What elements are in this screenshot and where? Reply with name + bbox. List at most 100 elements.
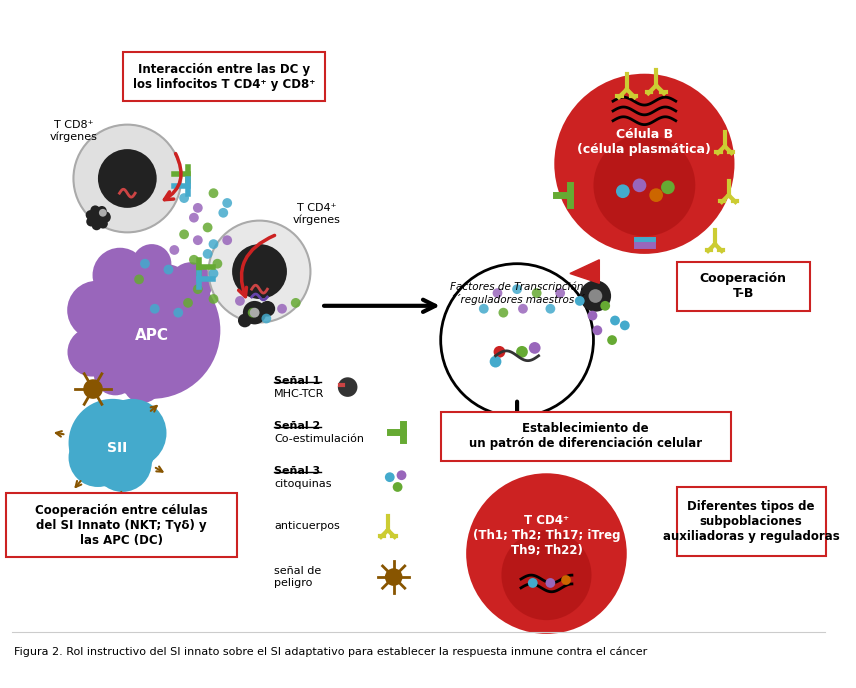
Circle shape [532,288,542,298]
Circle shape [518,304,528,314]
Circle shape [163,265,173,275]
Text: Factores de Transcripción
´´reguladores maestros´´: Factores de Transcripción ´´reguladores … [449,281,585,305]
Circle shape [203,222,212,233]
Circle shape [385,472,395,482]
Circle shape [247,308,258,318]
Circle shape [291,298,300,308]
Text: T CD8⁺
vírgenes: T CD8⁺ vírgenes [50,120,98,142]
Circle shape [562,575,571,585]
Circle shape [223,198,232,208]
Circle shape [134,275,144,284]
Circle shape [232,244,287,299]
Circle shape [193,203,203,213]
Circle shape [98,399,166,467]
Circle shape [209,189,218,198]
Circle shape [179,275,189,284]
Circle shape [238,314,252,327]
Circle shape [212,259,223,268]
Circle shape [610,316,620,325]
Circle shape [593,134,695,236]
Circle shape [179,229,189,239]
Circle shape [123,364,162,403]
Circle shape [98,219,108,228]
Circle shape [441,264,593,416]
Circle shape [68,428,128,487]
Circle shape [173,308,183,318]
Circle shape [467,473,627,634]
Circle shape [633,178,646,192]
Circle shape [183,298,193,308]
FancyBboxPatch shape [441,411,730,460]
Circle shape [169,288,179,298]
Circle shape [68,399,157,487]
Circle shape [600,301,610,311]
FancyBboxPatch shape [677,261,810,311]
Circle shape [98,149,157,208]
Circle shape [92,220,102,230]
Circle shape [169,245,179,255]
Text: Co-estimulación: Co-estimulación [274,434,364,444]
Circle shape [140,288,150,298]
Circle shape [555,74,734,254]
Circle shape [74,125,181,233]
Polygon shape [570,260,599,283]
Circle shape [193,235,203,245]
Circle shape [620,321,630,330]
Circle shape [209,221,311,323]
Circle shape [575,296,585,305]
Text: Señal 1: Señal 1 [274,376,320,386]
Text: Cooperación entre células
del SI Innato (NKT; Tγδ) y
las APC (DC): Cooperación entre células del SI Innato … [35,504,208,547]
Text: MHC-TCR: MHC-TCR [274,389,324,399]
Circle shape [99,209,107,217]
Text: T CD4⁺
(Th1; Th2; Th17; iTreg
Th9; Th22): T CD4⁺ (Th1; Th2; Th17; iTreg Th9; Th22) [473,515,621,557]
Circle shape [223,235,232,245]
Circle shape [140,259,150,268]
Circle shape [235,296,245,305]
Circle shape [338,377,358,397]
Circle shape [189,255,199,265]
Circle shape [243,301,266,325]
Circle shape [479,304,489,314]
Circle shape [580,280,611,312]
Circle shape [209,239,218,249]
Text: citoquinas: citoquinas [274,479,332,489]
Circle shape [498,308,508,318]
Circle shape [529,342,541,354]
Circle shape [545,578,556,588]
Circle shape [193,304,203,314]
Circle shape [68,281,126,340]
Text: Señal 3: Señal 3 [274,466,320,476]
FancyBboxPatch shape [677,487,825,555]
Circle shape [97,206,107,216]
Circle shape [616,184,630,198]
Circle shape [132,244,171,283]
Circle shape [261,314,271,323]
Circle shape [528,578,538,588]
Circle shape [589,289,603,303]
Circle shape [661,180,675,194]
Circle shape [189,213,199,222]
Circle shape [592,325,603,335]
Circle shape [94,352,137,396]
Circle shape [396,471,407,480]
Text: T CD4⁺
vírgenes: T CD4⁺ vírgenes [293,203,340,225]
Circle shape [86,217,96,226]
Circle shape [101,211,110,222]
Circle shape [91,206,100,215]
Circle shape [209,294,218,304]
Text: Diferentes tipos de
subpoblaciones
auxiliadoras y reguladoras: Diferentes tipos de subpoblaciones auxil… [663,499,840,543]
Circle shape [250,308,259,318]
Circle shape [385,568,402,586]
FancyBboxPatch shape [123,52,325,101]
Text: anticuerpos: anticuerpos [274,521,340,531]
Circle shape [179,193,189,203]
Circle shape [88,208,108,228]
Circle shape [218,208,229,217]
Circle shape [93,433,152,492]
Text: Establecimiento de
un patrón de diferenciación celular: Establecimiento de un patrón de diferenc… [469,422,702,450]
Circle shape [101,213,110,222]
FancyBboxPatch shape [6,493,237,557]
Circle shape [68,327,116,376]
Circle shape [490,356,502,367]
Circle shape [150,304,159,314]
